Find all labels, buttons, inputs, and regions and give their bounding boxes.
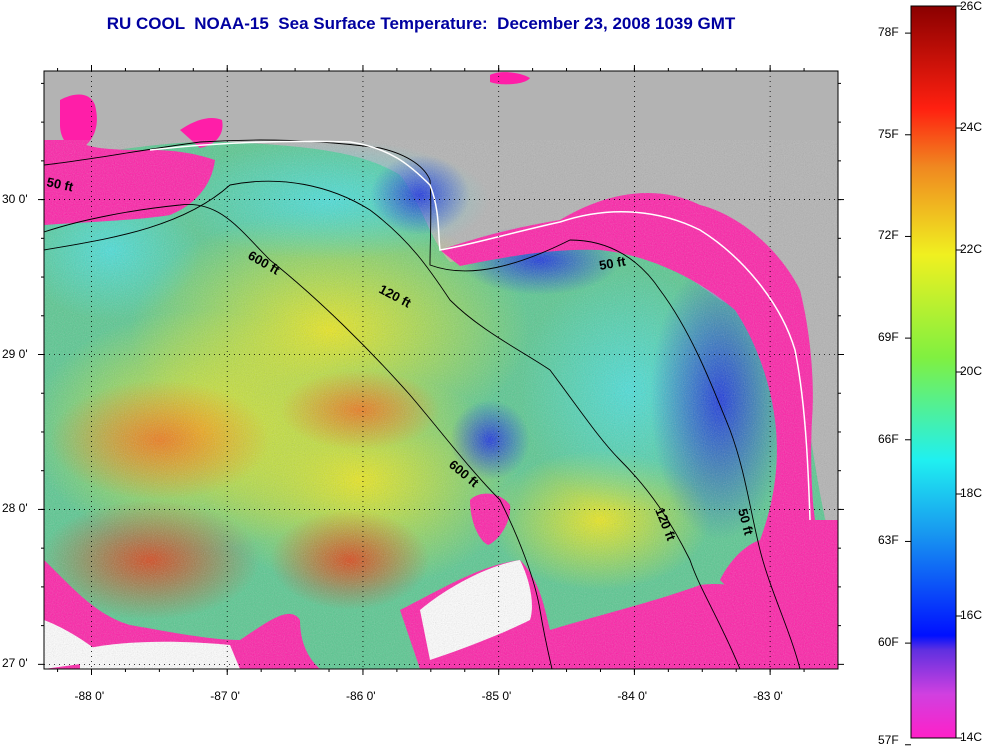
contour-label: 50 ft	[598, 253, 628, 273]
lon-tick-label: -87 0'	[210, 689, 240, 703]
coastline	[149, 140, 811, 521]
colorbar-scale	[910, 5, 957, 739]
fahrenheit-label: 75F	[878, 126, 899, 141]
celsius-label: 26C	[960, 0, 983, 13]
contour-label: 50 ft	[735, 507, 757, 537]
depth-contours	[44, 139, 811, 669]
colorbar-ticks	[905, 5, 962, 746]
fahrenheit-label: 66F	[878, 431, 899, 446]
lon-tick-label: -84 0'	[617, 689, 648, 703]
celsius-label: 18C	[960, 486, 983, 500]
lat-tick-label: 27 0'	[2, 656, 28, 671]
lon-tick-label: -85 0'	[481, 689, 512, 703]
map-title: RU COOL NOAA-15 Sea Surface Temperature:…	[106, 14, 736, 33]
contour-50ft-east	[429, 179, 801, 669]
fahrenheit-label: 57F	[878, 733, 899, 747]
celsius-label: 22C	[960, 242, 983, 256]
celsius-label: 16C	[960, 608, 983, 622]
contour-600ft	[44, 204, 553, 669]
fahrenheit-label: 60F	[878, 635, 899, 650]
fahrenheit-label: 78F	[878, 25, 899, 40]
fahrenheit-label: 72F	[878, 228, 899, 243]
lat-tick-label: 30 0'	[2, 191, 28, 206]
contour-label: 50 ft	[45, 174, 75, 194]
cold-water-bay	[490, 72, 530, 85]
celsius-label: 14C	[960, 730, 983, 744]
contour-50ft-west	[44, 139, 431, 181]
celsius-label: 20C	[960, 364, 983, 378]
lon-tick-label: -88 0'	[74, 689, 105, 703]
fahrenheit-label: 63F	[878, 533, 899, 548]
speckle-texture	[44, 140, 838, 669]
map-frame	[43, 70, 839, 670]
fahrenheit-label: 69F	[878, 330, 899, 345]
lat-tick-label: 29 0'	[2, 346, 28, 361]
lon-tick-label: -83 0'	[753, 689, 783, 703]
lon-tick-label: -86 0'	[345, 689, 376, 703]
contour-120ft	[44, 180, 741, 669]
lat-tick-label: 28 0'	[2, 501, 28, 516]
celsius-label: 24C	[960, 120, 983, 134]
map-ticks	[38, 65, 844, 675]
cold-water-bay	[60, 94, 97, 150]
